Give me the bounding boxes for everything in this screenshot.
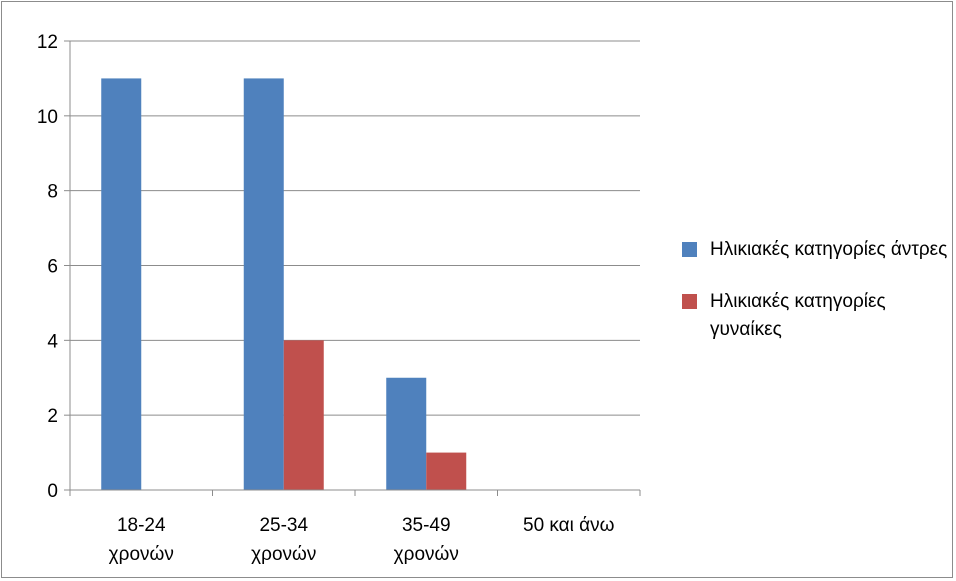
legend-item-men: Ηλικιακές κατηγορίες άντρες xyxy=(682,236,952,264)
legend-label-women: Ηλικιακές κατηγορίες γυναίκες xyxy=(710,291,886,340)
legend-item-women: Ηλικιακές κατηγορίες γυναίκες xyxy=(682,288,952,344)
bar-men xyxy=(386,378,426,490)
y-tick-label: 12 xyxy=(37,32,58,53)
x-tick-labels: 18-24 χρονών 25-34 χρονών 35-49 χρονών 50 και … xyxy=(109,515,615,565)
x-tick-label: 25-34 χρονών xyxy=(251,515,316,565)
y-tick-label: 6 xyxy=(47,257,58,278)
legend-swatch-men xyxy=(682,242,697,257)
legend-swatch-women xyxy=(682,294,697,309)
bar-men xyxy=(101,78,141,490)
y-tick-label: 4 xyxy=(47,331,58,352)
bar-women xyxy=(426,453,466,490)
bars xyxy=(101,78,466,490)
x-tick-label: 18-24 χρονών xyxy=(109,515,174,565)
gridlines xyxy=(70,41,640,415)
legend-label-men: Ηλικιακές κατηγορίες άντρες xyxy=(710,239,947,260)
y-tick-label: 0 xyxy=(47,481,58,502)
y-tick-label: 8 xyxy=(47,182,58,203)
x-tick-label: 50 και άνω xyxy=(523,515,615,536)
legend: Ηλικιακές κατηγορίες άντρες Ηλικιακές κα… xyxy=(682,236,952,368)
y-tick-label: 2 xyxy=(47,406,58,427)
bar-men xyxy=(244,78,284,490)
bar-women xyxy=(284,340,324,490)
axes xyxy=(64,41,640,496)
x-tick-label: 35-49 χρονών xyxy=(394,515,459,565)
y-tick-label: 10 xyxy=(37,107,58,128)
y-tick-labels: 0 2 4 6 8 10 12 xyxy=(37,32,59,502)
